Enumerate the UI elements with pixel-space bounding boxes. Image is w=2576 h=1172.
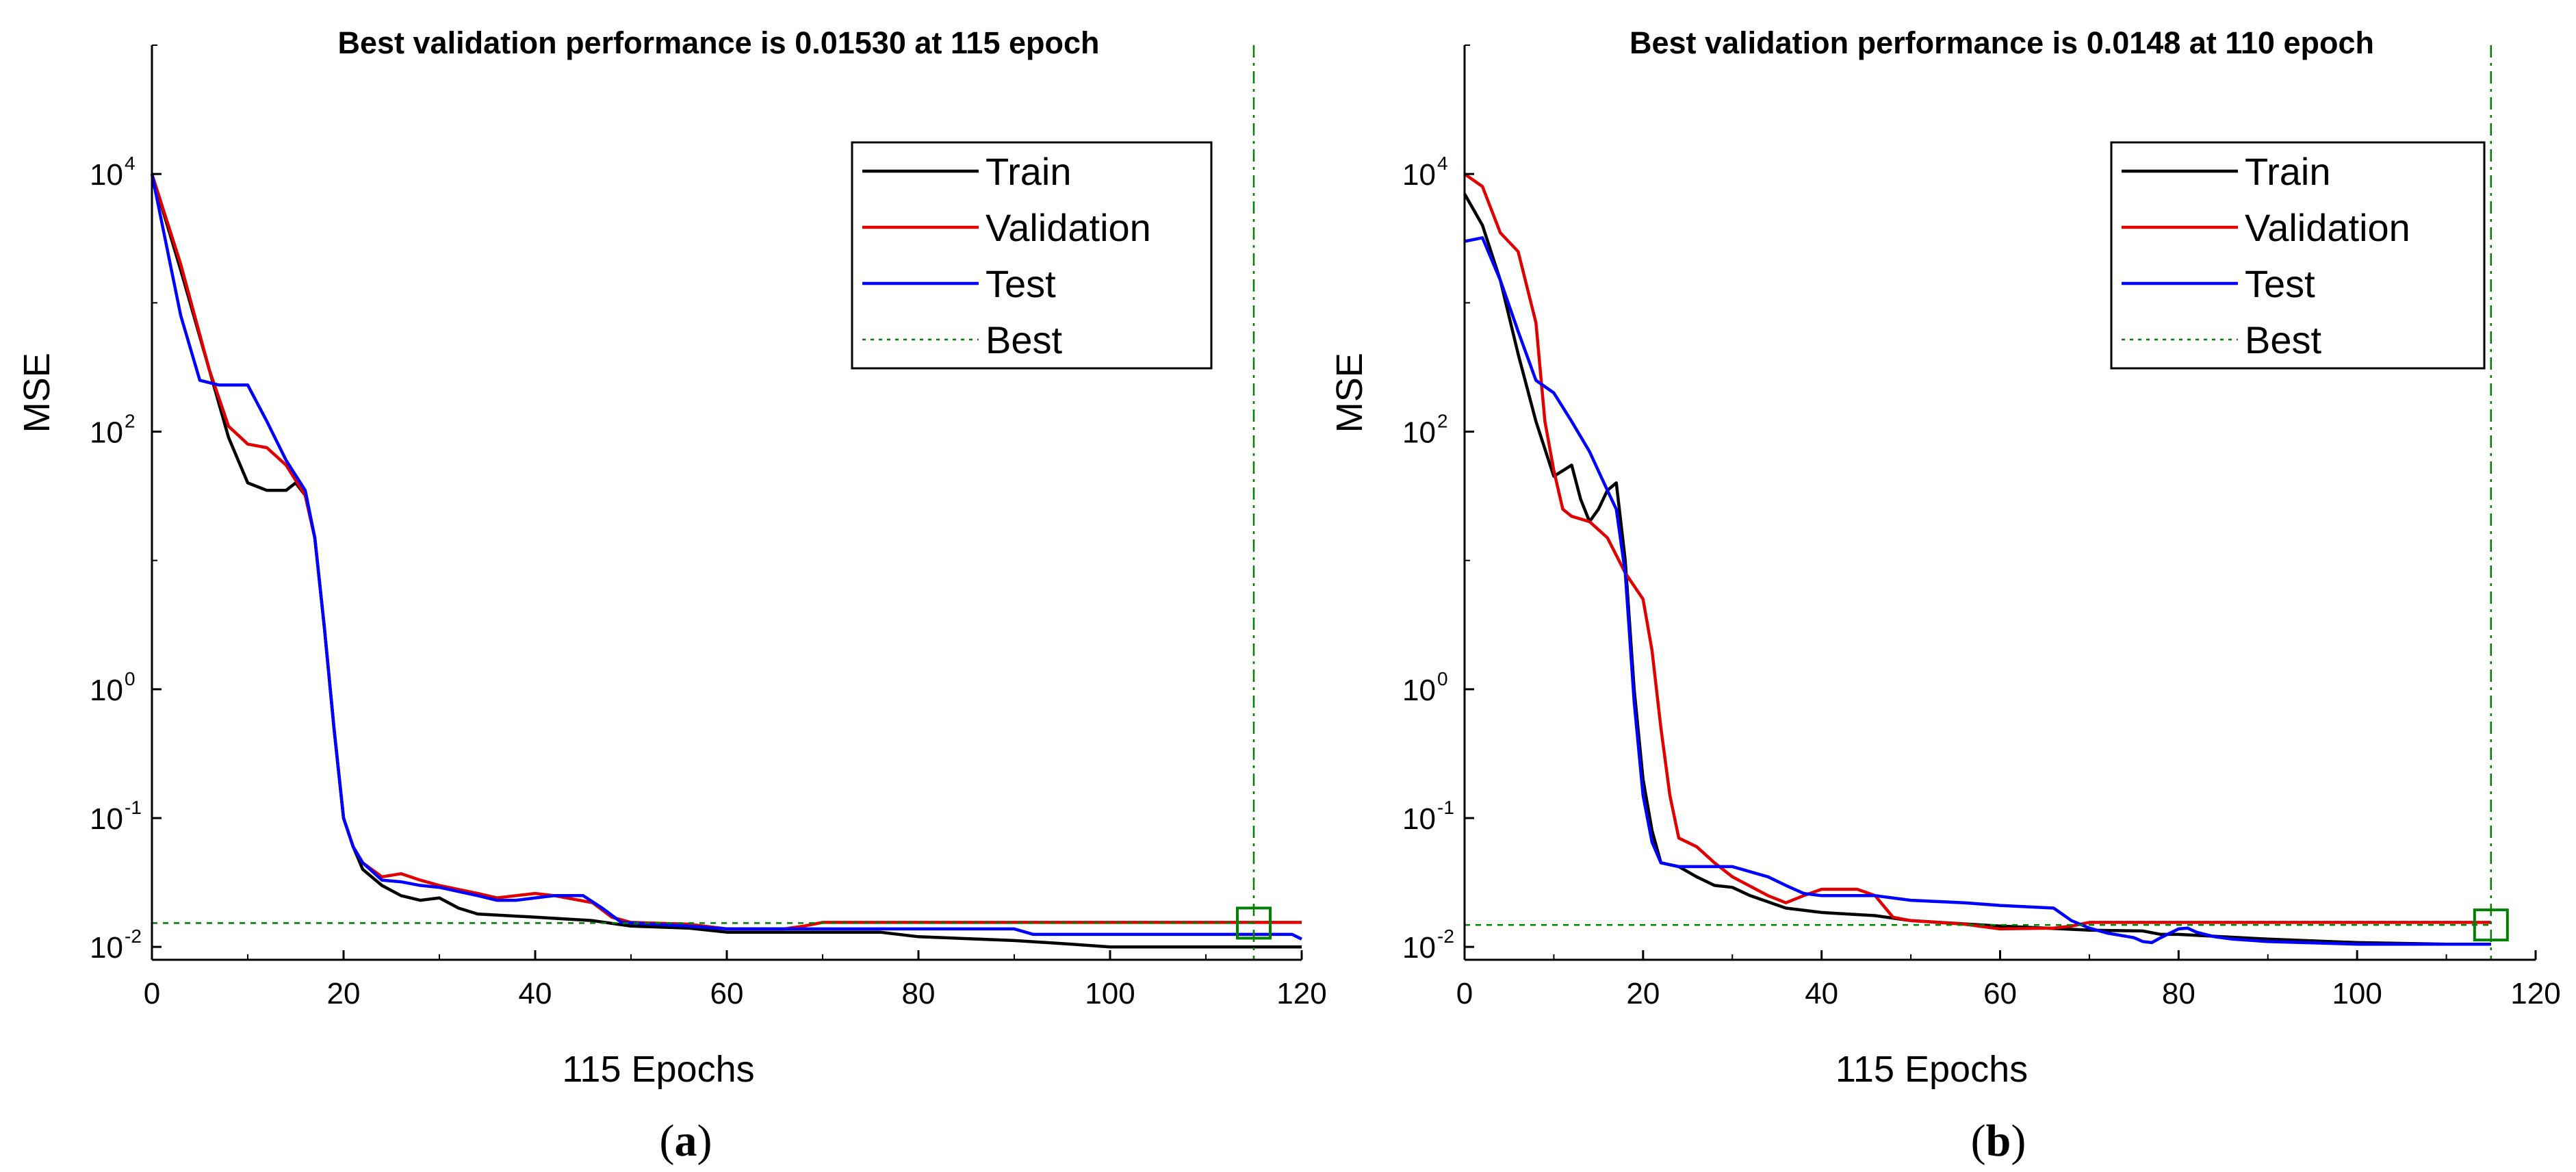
caption-open-paren: (	[1971, 1116, 1986, 1166]
series-line-test	[150, 173, 1302, 941]
x-tick-label: 0	[144, 977, 160, 1010]
legend: Train Validation Test Best	[2110, 141, 2486, 370]
caption-letter: a	[675, 1116, 697, 1166]
y-tick-label-base: 10	[90, 158, 123, 192]
x-tick-label: 120	[2510, 977, 2560, 1010]
y-tick-label-base: 10	[1402, 158, 1436, 192]
x-axis-title: 115 Epochs	[562, 1049, 754, 1090]
legend-label-train: Train	[2245, 150, 2331, 193]
series-line-train	[150, 173, 1302, 949]
x-tick-label: 60	[710, 977, 744, 1010]
legend-label-train: Train	[986, 150, 1072, 193]
panel-caption: (a)	[660, 1116, 712, 1166]
chart-panel-a: Best validation performance is 0.01530 a…	[16, 25, 1327, 1166]
x-tick-label: 80	[902, 977, 936, 1010]
y-tick-label-exp: -1	[1437, 797, 1454, 818]
legend-label-best: Best	[2245, 318, 2321, 361]
x-tick-label: 100	[1085, 977, 1135, 1010]
y-tick-label-base: 10	[1402, 931, 1436, 965]
series-line-test	[1464, 236, 2491, 946]
series-line-validation	[150, 173, 1302, 931]
y-axis-title: MSE	[16, 353, 57, 433]
x-tick-label: 20	[1626, 977, 1660, 1010]
x-tick-label: 120	[1276, 977, 1326, 1010]
x-tick-label: 40	[519, 977, 552, 1010]
y-tick-label-base: 10	[90, 802, 123, 836]
x-tick-label: 80	[2162, 977, 2195, 1010]
chart-title: Best validation performance is 0.0148 at…	[1630, 25, 2374, 60]
legend-box	[851, 141, 1213, 370]
legend: Train Validation Test Best	[851, 141, 1213, 370]
legend-label-best: Best	[986, 318, 1062, 361]
y-axis-title: MSE	[1329, 353, 1370, 433]
series-line-validation	[1463, 173, 2491, 931]
x-tick-label: 60	[1983, 977, 2017, 1010]
chart-title: Best validation performance is 0.01530 a…	[337, 25, 1099, 60]
legend-label-test: Test	[2245, 262, 2315, 305]
legend-label-validation: Validation	[986, 206, 1151, 249]
x-axis-title: 115 Epochs	[1836, 1049, 2028, 1090]
caption-open-paren: (	[660, 1116, 675, 1166]
y-tick-label-exp: 2	[1437, 411, 1448, 432]
panel-caption: (b)	[1971, 1116, 2026, 1166]
y-tick-label-base: 10	[90, 416, 123, 450]
y-tick-label-exp: 0	[125, 668, 136, 689]
best-marker	[2473, 908, 2509, 942]
x-tick-label: 0	[1456, 977, 1473, 1010]
best-marker	[1236, 906, 1272, 940]
x-tick-label: 20	[327, 977, 361, 1010]
y-tick-label-exp: 2	[125, 411, 136, 432]
y-tick-label-exp: -2	[125, 926, 142, 947]
caption-close-paren: )	[2011, 1116, 2026, 1166]
y-tick-label-exp: -1	[125, 797, 142, 818]
caption-close-paren: )	[697, 1116, 712, 1166]
y-tick-label-base: 10	[90, 931, 123, 965]
legend-label-test: Test	[986, 262, 1056, 305]
x-tick-label: 40	[1805, 977, 1838, 1010]
chart-panel-b: Best validation performance is 0.0148 at…	[1329, 25, 2561, 1166]
y-tick-label-base: 10	[1402, 416, 1436, 450]
legend-box	[2110, 141, 2486, 370]
y-tick-label-exp: 4	[125, 153, 136, 174]
y-tick-label-exp: 0	[1437, 668, 1448, 689]
y-tick-label-base: 10	[1402, 674, 1436, 707]
caption-letter: b	[1986, 1116, 2011, 1166]
legend-label-validation: Validation	[2245, 206, 2410, 249]
y-tick-label-exp: -2	[1437, 926, 1454, 947]
y-tick-label-base: 10	[1402, 802, 1436, 836]
y-tick-label-exp: 4	[1437, 153, 1448, 174]
x-tick-label: 100	[2332, 977, 2382, 1010]
y-tick-label-base: 10	[90, 674, 123, 707]
